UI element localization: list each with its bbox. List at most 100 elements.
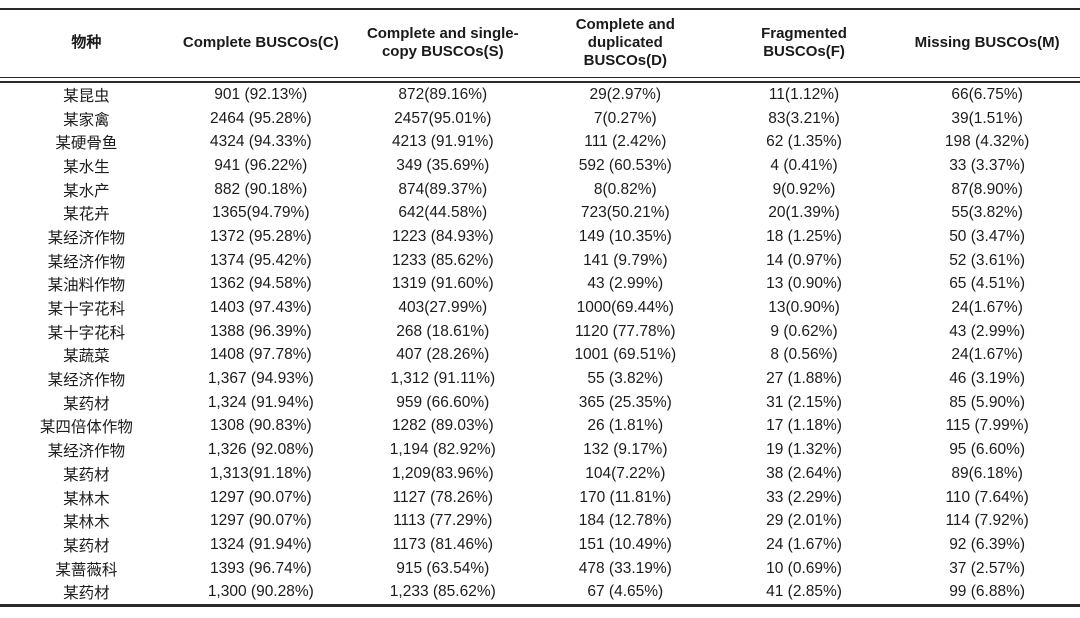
single-copy-buscos-cell: 1,233 (85.62%) [348,580,537,608]
single-copy-buscos-cell: 1,312 (91.11%) [390,370,496,388]
complete-buscos-cell: 1393 (96.74%) [209,559,312,577]
species-cell: 某药材 [63,395,110,413]
complete-buscos-cell: 1362 (94.58%) [209,275,312,293]
single-copy-buscos-cell: 403(27.99%) [398,299,488,317]
complete-buscos-cell: 1,300 (90.28%) [172,580,349,608]
header-rule-gap [0,77,1080,83]
duplicated-buscos-cell: 723(50.21%) [580,204,670,222]
table-row: 某蔷薇科 1393 (96.74%) 915 (63.54%) 478 (33.19%… [0,557,1080,581]
single-copy-buscos-cell: 4213 (91.91%) [391,133,494,151]
column-header-fragmented-buscos: Fragmented BUSCOs(F) [713,9,895,78]
single-copy-buscos-cell: 642(44.58%) [398,204,488,222]
single-copy-buscos-cell: 959 (66.60%) [396,393,490,411]
fragmented-buscos-cell: 83(3.21%) [768,109,840,127]
table-row: 某经济作物 1,326 (92.08%) 1,194 (82.92%) 132 (9.… [0,438,1080,462]
missing-buscos-cell: 87(8.90%) [951,180,1023,198]
document-page: 物种 Complete BUSCOs(C) Complete and singl… [0,8,1080,618]
fragmented-buscos-cell: 9(0.92%) [772,180,836,198]
species-cell: 某经济作物 [47,229,126,247]
table-row: 某林木 1297 (90.07%) 1113 (77.29%) 184 (12.78%… [0,509,1080,533]
fragmented-buscos-cell: 4 (0.41%) [770,156,838,174]
species-cell: 某水产 [63,182,110,200]
table-row: 某昆虫 901 (92.13%) 872(89.16%) 29(2.97%) 11(1.… [0,82,1080,107]
species-cell: 某蔬菜 [63,348,110,366]
table-row: 某十字花科 1403 (97.43%) 403(27.99%) 1000(69.44%… [0,296,1080,320]
species-cell: 某经济作物 [47,253,126,271]
table-row: 某药材 1324 (91.94%) 1173 (81.46%) 151 (10.49%… [0,533,1080,557]
duplicated-buscos-cell: 592 (60.53%) [578,156,672,174]
missing-buscos-cell: 114 (7.92%) [945,512,1029,530]
fragmented-buscos-cell: 41 (2.85%) [713,580,895,608]
table-row: 某四倍体作物 1308 (90.83%) 1282 (89.03%) 26 (1.81… [0,415,1080,439]
complete-buscos-cell: 1308 (90.83%) [209,417,312,435]
species-cell: 某家禽 [63,111,110,129]
single-copy-buscos-cell: 1,194 (82.92%) [389,441,496,459]
single-copy-buscos-cell: 1173 (81.46%) [392,535,494,553]
missing-buscos-cell: 65 (4.51%) [949,275,1026,293]
species-cell: 某十字花科 [47,324,126,342]
single-copy-buscos-cell: 1113 (77.29%) [393,512,493,530]
complete-buscos-cell: 4324 (94.33%) [209,133,312,151]
fragmented-buscos-cell: 33 (2.29%) [766,488,842,506]
missing-buscos-cell: 66(6.75%) [951,85,1023,103]
species-cell: 某药材 [63,466,110,484]
duplicated-buscos-cell: 151 (10.49%) [578,535,672,553]
missing-buscos-cell: 33 (3.37%) [949,156,1026,174]
table-row: 某经济作物 1374 (95.42%) 1233 (85.62%) 141 (9.79… [0,249,1080,273]
table-row: 某经济作物 1372 (95.28%) 1223 (84.93%) 149 (10.3… [0,225,1080,249]
table-row: 某药材 1,324 (91.94%) 959 (66.60%) 365 (25.35%… [0,391,1080,415]
missing-buscos-cell: 43 (2.99%) [949,322,1026,340]
fragmented-buscos-cell: 14 (0.97%) [766,251,842,269]
duplicated-buscos-cell: 478 (33.19%) [578,559,672,577]
missing-buscos-cell: 52 (3.61%) [949,251,1026,269]
table-row: 某经济作物 1,367 (94.93%) 1,312 (91.11%) 55 (3.8… [0,367,1080,391]
table-row: 某硬骨鱼 4324 (94.33%) 4213 (91.91%) 111 (2.42%… [0,130,1080,154]
single-copy-buscos-cell: 407 (28.26%) [396,346,490,364]
fragmented-buscos-cell: 62 (1.35%) [766,133,842,151]
duplicated-buscos-cell: 104(7.22%) [585,464,666,482]
species-cell: 某昆虫 [63,87,110,105]
species-cell: 某花卉 [63,206,110,224]
single-copy-buscos-cell: 1127 (78.26%) [392,488,494,506]
species-cell: 某十字花科 [47,301,126,319]
species-cell: 某蔷薇科 [55,561,118,579]
missing-buscos-cell: 24(1.67%) [951,346,1023,364]
column-header-missing-buscos: Missing BUSCOs(M) [894,9,1080,78]
duplicated-buscos-cell: 67 (4.65%) [536,580,714,608]
species-cell: 某药材 [63,537,110,555]
duplicated-buscos-cell: 43 (2.99%) [587,275,664,293]
single-copy-buscos-cell: 915 (63.54%) [396,559,490,577]
missing-buscos-cell: 24(1.67%) [951,299,1023,317]
single-copy-buscos-cell: 1319 (91.60%) [391,275,494,293]
fragmented-buscos-cell: 18 (1.25%) [766,227,842,245]
column-header-species: 物种 [0,9,173,78]
table-body: 某昆虫 901 (92.13%) 872(89.16%) 29(2.97%) 11(1.… [0,82,1080,608]
duplicated-buscos-cell: 55 (3.82%) [587,370,664,388]
complete-buscos-cell: 1372 (95.28%) [209,227,312,245]
single-copy-buscos-cell: 1233 (85.62%) [391,251,494,269]
duplicated-buscos-cell: 111 (2.42%) [584,133,667,151]
missing-buscos-cell: 99 (6.88%) [894,580,1080,608]
missing-buscos-cell: 110 (7.64%) [945,488,1029,506]
fragmented-buscos-cell: 29 (2.01%) [766,512,842,530]
table-row: 某水生 941 (96.22%) 349 (35.69%) 592 (60.53%) 4… [0,154,1080,178]
table-row: 某水产 882 (90.18%) 874(89.37%) 8(0.82%) 9(0.92… [0,178,1080,202]
missing-buscos-cell: 55(3.82%) [951,204,1023,222]
fragmented-buscos-cell: 20(1.39%) [768,204,840,222]
table-row: 某药材 1,300 (90.28%) 1,233 (85.62%) 67 (4.65%… [0,580,1080,608]
complete-buscos-cell: 1374 (95.42%) [209,251,312,269]
busco-stats-table: 物种 Complete BUSCOs(C) Complete and singl… [0,8,1080,608]
table-row: 某花卉 1365(94.79%) 642(44.58%) 723(50.21%) 20(… [0,201,1080,225]
fragmented-buscos-cell: 8 (0.56%) [770,346,838,364]
complete-buscos-cell: 1,367 (94.93%) [207,370,314,388]
species-cell: 某四倍体作物 [39,419,133,437]
duplicated-buscos-cell: 149 (10.35%) [578,227,672,245]
fragmented-buscos-cell: 10 (0.69%) [766,559,842,577]
column-header-duplicated-buscos: Complete and duplicated BUSCOs(D) [536,9,714,78]
complete-buscos-cell: 901 (92.13%) [214,85,308,103]
fragmented-buscos-cell: 31 (2.15%) [766,393,842,411]
complete-buscos-cell: 1297 (90.07%) [209,488,312,506]
table-row: 某林木 1297 (90.07%) 1127 (78.26%) 170 (11.81%… [0,486,1080,510]
table-row: 某蔬菜 1408 (97.78%) 407 (28.26%) 1001 (69.51%… [0,344,1080,368]
single-copy-buscos-cell: 1282 (89.03%) [391,417,494,435]
